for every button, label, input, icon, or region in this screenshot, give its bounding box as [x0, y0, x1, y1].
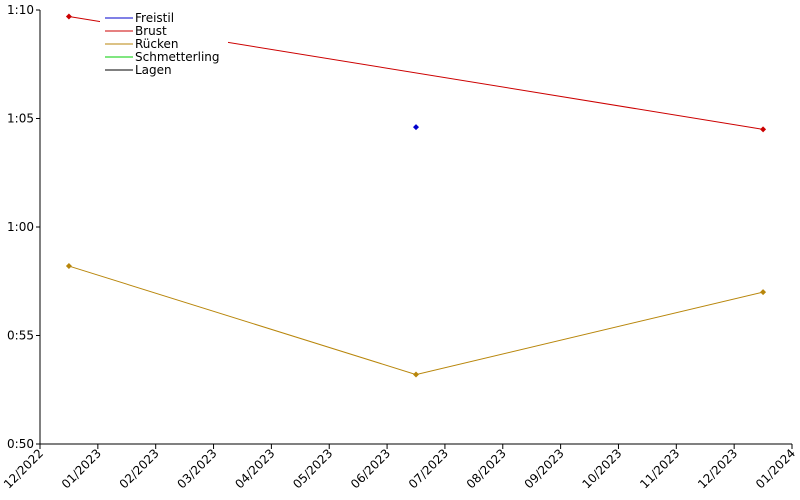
y-tick-label: 0:50 [7, 437, 34, 451]
point-marker [413, 124, 419, 131]
x-tick-label: 02/2023 [117, 446, 162, 491]
point-marker [65, 263, 72, 270]
y-tick-label: 1:00 [7, 220, 34, 234]
x-tick-label: 07/2023 [406, 446, 451, 491]
legend-label: Lagen [135, 63, 172, 77]
x-tick-label: 10/2023 [579, 446, 624, 491]
point-marker [65, 13, 72, 20]
x-tick-label: 12/2023 [695, 446, 740, 491]
y-tick-label: 1:05 [7, 112, 34, 126]
x-tick-label: 05/2023 [290, 446, 335, 491]
x-tick-label: 11/2023 [637, 446, 682, 491]
legend-label: Freistil [135, 11, 174, 25]
x-tick-label: 06/2023 [348, 446, 393, 491]
point-marker [413, 371, 419, 378]
point-marker [760, 289, 767, 296]
legend-label: Rücken [135, 37, 179, 51]
x-tick-label: 03/2023 [175, 446, 220, 491]
y-tick-label: 1:10 [7, 3, 34, 17]
legend-label: Brust [135, 24, 167, 38]
legend-label: Schmetterling [135, 50, 220, 64]
x-tick-label: 08/2023 [464, 446, 509, 491]
x-tick-label: 01/2023 [59, 446, 104, 491]
point-marker [760, 126, 767, 133]
x-tick-label: 04/2023 [232, 446, 277, 491]
y-tick-label: 0:55 [7, 329, 34, 343]
x-tick-label: 09/2023 [522, 446, 567, 491]
x-tick-label: 01/2024 [753, 446, 798, 491]
series-line [68, 265, 764, 376]
x-tick-label: 12/2022 [1, 446, 46, 491]
